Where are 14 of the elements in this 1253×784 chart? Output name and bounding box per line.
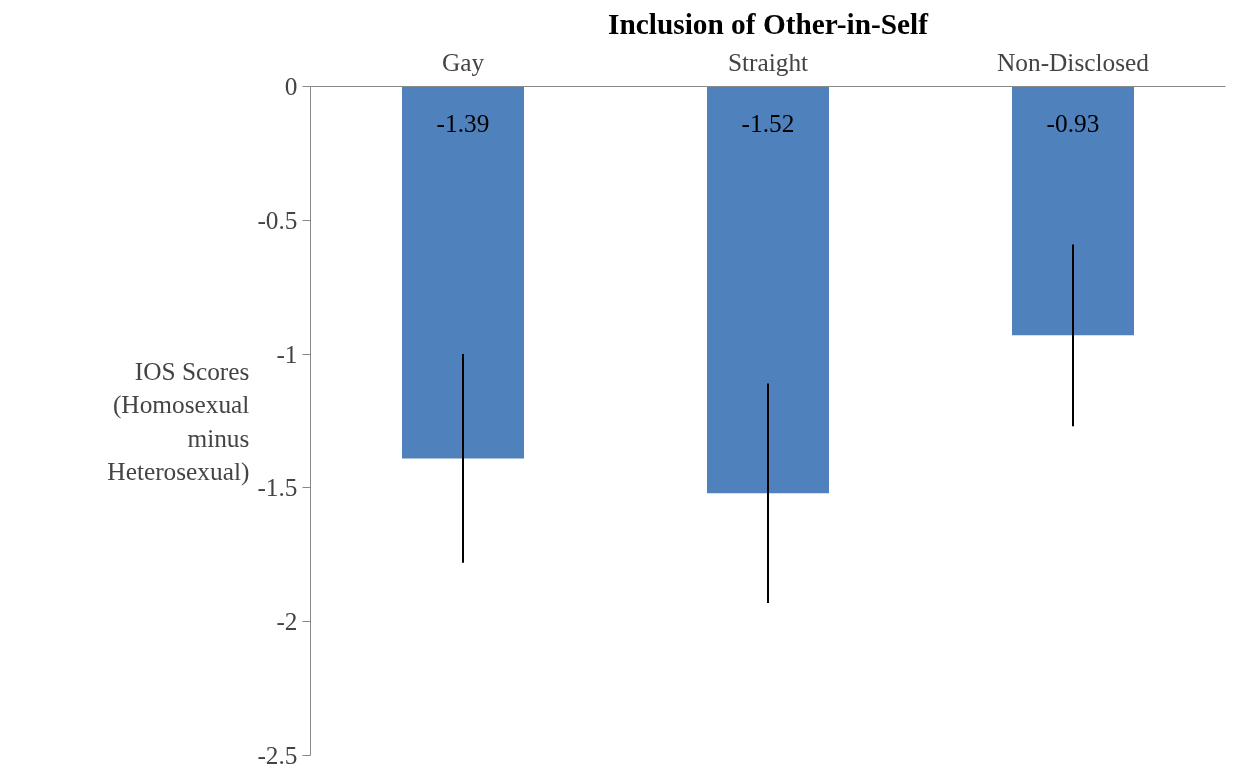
y-tick-label: -2.5 bbox=[257, 741, 298, 769]
x-tick-label: Non-Disclosed bbox=[997, 47, 1150, 76]
y-tick-label: 0 bbox=[284, 72, 298, 100]
y-axis-title: IOS Scores (Homosexual minus Heterosexual) bbox=[107, 356, 250, 487]
x-tick-label: Straight bbox=[727, 47, 809, 76]
x-tick-label: Gay bbox=[441, 47, 485, 76]
y-tick-label: -1 bbox=[276, 339, 298, 368]
y-tick-label: -1.5 bbox=[257, 473, 298, 502]
y-tick-label: -0.5 bbox=[257, 205, 298, 234]
data-label: -0.93 bbox=[1046, 108, 1100, 137]
data-label: -1.52 bbox=[741, 108, 795, 137]
data-label: -1.39 bbox=[436, 108, 490, 137]
y-tick-label: -2 bbox=[276, 607, 298, 636]
chart-title: Inclusion of Other-in-Self bbox=[608, 7, 930, 40]
